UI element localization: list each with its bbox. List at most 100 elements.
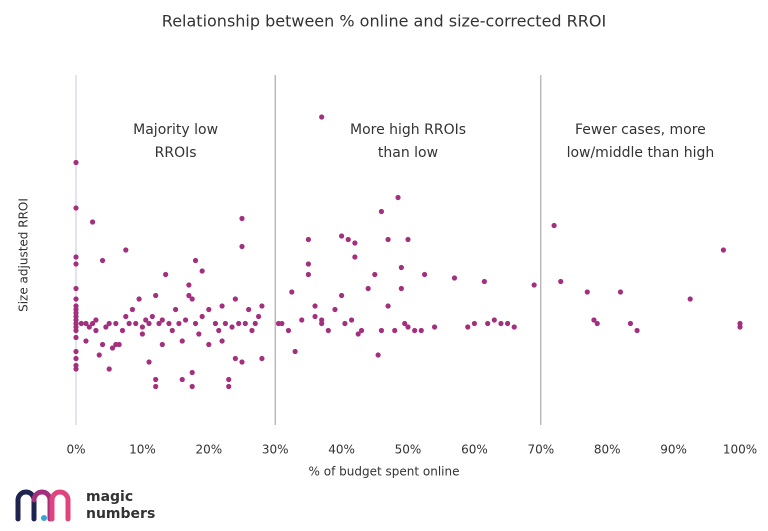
point — [505, 320, 511, 327]
point — [212, 320, 219, 327]
x-tick-label: 80% — [594, 443, 621, 457]
point — [116, 341, 122, 348]
point — [139, 331, 145, 337]
point — [149, 313, 155, 320]
point — [73, 366, 79, 372]
point — [139, 324, 145, 330]
point — [451, 275, 458, 281]
point — [418, 327, 424, 334]
point — [319, 114, 325, 120]
point — [551, 222, 557, 229]
point — [305, 261, 311, 267]
point — [259, 355, 265, 362]
point — [179, 376, 185, 383]
point — [136, 296, 142, 302]
point — [166, 320, 172, 327]
point — [249, 327, 255, 334]
x-tick-label: 10% — [129, 443, 156, 457]
point — [385, 303, 391, 309]
point — [279, 320, 285, 327]
point — [179, 338, 185, 344]
point — [634, 327, 640, 334]
x-tick-label: 20% — [195, 443, 222, 457]
point — [153, 292, 159, 299]
point — [355, 331, 361, 337]
x-tick-label: 50% — [395, 443, 422, 457]
point — [83, 320, 89, 327]
point — [173, 306, 179, 313]
annotation: RROIs — [155, 145, 197, 161]
point — [319, 320, 325, 327]
point — [153, 376, 159, 383]
point — [90, 320, 96, 327]
point — [422, 271, 428, 278]
point — [720, 247, 727, 253]
point — [299, 317, 305, 323]
x-tick-label: 70% — [527, 443, 554, 457]
point — [90, 219, 96, 225]
point — [186, 292, 192, 299]
point — [143, 317, 149, 323]
point — [73, 348, 79, 355]
point — [289, 289, 295, 295]
x-tick-label: 0% — [66, 443, 85, 457]
x-axis-label: % of budget spent online — [309, 465, 460, 479]
x-tick-label: 90% — [660, 443, 687, 457]
point — [491, 317, 497, 323]
point — [471, 320, 477, 327]
point — [378, 327, 385, 334]
point — [106, 366, 112, 372]
point — [73, 334, 79, 341]
point — [737, 324, 743, 330]
y-axis-label: Size adjusted RROI — [17, 198, 31, 312]
point — [342, 320, 348, 327]
point — [199, 268, 205, 274]
point — [73, 205, 79, 211]
point — [93, 317, 99, 323]
point — [189, 383, 195, 390]
point — [242, 320, 248, 327]
point — [78, 320, 84, 327]
point — [176, 320, 182, 327]
point — [312, 303, 318, 309]
point — [186, 282, 192, 288]
point — [192, 257, 199, 264]
chart-title: Relationship between % online and size-c… — [162, 12, 606, 31]
point — [375, 352, 381, 358]
logo-icon — [49, 489, 71, 522]
point — [378, 208, 385, 215]
point — [73, 254, 79, 260]
point — [226, 376, 232, 383]
point — [96, 352, 102, 358]
annotation: low/middle than high — [567, 145, 715, 161]
point — [358, 327, 365, 334]
point — [531, 282, 537, 288]
point — [236, 320, 242, 327]
point — [133, 320, 139, 327]
point — [332, 306, 338, 313]
point — [219, 303, 225, 309]
point — [481, 278, 487, 285]
point — [252, 320, 258, 327]
logo-text: numbers — [86, 506, 155, 522]
point — [226, 383, 232, 390]
point — [312, 313, 318, 320]
x-tick-label: 100% — [723, 443, 757, 457]
point — [199, 313, 205, 320]
point — [99, 341, 106, 348]
annotation: Fewer cases, more — [575, 122, 706, 138]
point — [229, 324, 235, 330]
point — [106, 320, 112, 327]
point — [345, 236, 351, 243]
point — [192, 320, 199, 327]
point — [584, 289, 590, 295]
point — [256, 313, 262, 320]
point — [591, 317, 597, 323]
point — [182, 317, 189, 323]
point — [687, 296, 693, 302]
point — [511, 324, 517, 330]
logo-text: magic — [86, 489, 133, 505]
point — [123, 313, 129, 320]
point — [352, 254, 358, 260]
